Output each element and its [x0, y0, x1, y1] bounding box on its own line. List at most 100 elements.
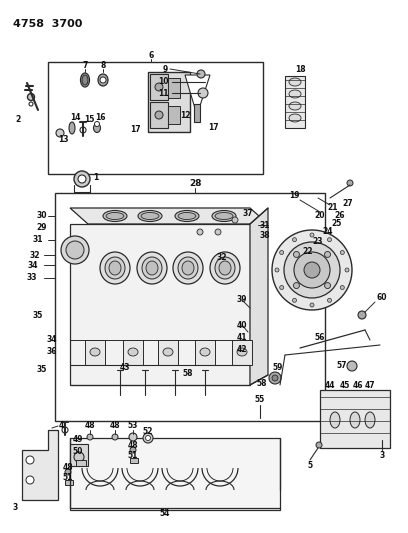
Circle shape [61, 236, 89, 264]
Circle shape [275, 268, 279, 272]
Circle shape [197, 229, 203, 235]
Circle shape [328, 298, 331, 302]
Text: 52: 52 [143, 427, 153, 437]
Circle shape [347, 180, 353, 186]
Text: 34: 34 [28, 261, 38, 270]
Circle shape [100, 77, 106, 83]
Text: 40: 40 [237, 320, 247, 329]
Text: 51: 51 [128, 451, 138, 461]
Bar [76, 460, 86, 466]
Circle shape [78, 175, 86, 183]
Ellipse shape [289, 90, 301, 98]
Ellipse shape [82, 75, 88, 85]
Ellipse shape [173, 252, 203, 284]
Text: 46: 46 [353, 382, 363, 391]
Text: 28: 28 [189, 179, 201, 188]
Circle shape [143, 433, 153, 443]
Text: 44: 44 [325, 382, 335, 391]
Circle shape [27, 93, 35, 101]
Ellipse shape [90, 348, 100, 356]
Text: 32: 32 [217, 254, 227, 262]
Ellipse shape [219, 261, 231, 275]
Circle shape [130, 447, 136, 453]
Circle shape [146, 435, 151, 440]
Circle shape [310, 303, 314, 307]
Bar [194, 104, 200, 122]
Circle shape [293, 252, 299, 257]
Text: 33: 33 [27, 273, 37, 282]
Text: 15: 15 [84, 115, 94, 124]
Bar [168, 78, 180, 98]
Text: 18: 18 [295, 66, 305, 75]
Text: 9: 9 [162, 64, 168, 74]
Text: 47: 47 [365, 382, 375, 391]
Circle shape [272, 375, 278, 381]
Text: 14: 14 [70, 112, 80, 122]
Bar [195, 340, 215, 365]
Bar [150, 102, 168, 128]
Text: 56: 56 [315, 334, 325, 343]
Bar [148, 72, 190, 132]
Circle shape [310, 233, 314, 237]
Text: 24: 24 [323, 228, 333, 237]
Circle shape [66, 241, 84, 259]
Ellipse shape [365, 412, 375, 428]
Circle shape [328, 238, 331, 241]
Circle shape [74, 452, 84, 462]
Ellipse shape [146, 261, 158, 275]
Ellipse shape [105, 257, 125, 279]
Bar [70, 438, 280, 510]
Bar [55, 193, 325, 421]
Circle shape [26, 456, 34, 464]
Text: 57: 57 [337, 361, 347, 370]
Text: 4758  3700: 4758 3700 [13, 19, 82, 29]
Text: 10: 10 [158, 77, 168, 86]
Circle shape [155, 83, 163, 91]
Polygon shape [70, 208, 268, 224]
Text: 49: 49 [73, 435, 83, 445]
Text: 60: 60 [377, 294, 387, 303]
Ellipse shape [163, 348, 173, 356]
Text: 54: 54 [160, 510, 170, 519]
Polygon shape [70, 224, 250, 385]
Ellipse shape [128, 348, 138, 356]
Circle shape [324, 252, 330, 257]
Text: 13: 13 [58, 135, 68, 144]
Circle shape [197, 70, 205, 78]
Circle shape [80, 127, 86, 133]
Ellipse shape [93, 124, 100, 133]
Ellipse shape [100, 252, 130, 284]
Ellipse shape [330, 412, 340, 428]
Text: 48: 48 [63, 463, 73, 472]
Circle shape [65, 469, 71, 475]
Circle shape [198, 88, 208, 98]
Ellipse shape [178, 257, 198, 279]
Circle shape [29, 102, 33, 106]
Bar [168, 106, 180, 124]
Text: 35: 35 [37, 366, 47, 375]
Circle shape [340, 251, 344, 254]
Text: 34: 34 [47, 335, 57, 344]
Text: 37: 37 [243, 209, 253, 219]
Bar [48, 62, 263, 174]
Circle shape [345, 268, 349, 272]
Bar [285, 76, 305, 128]
Text: 50: 50 [73, 448, 83, 456]
Text: 20: 20 [315, 211, 325, 220]
Ellipse shape [175, 211, 199, 222]
Ellipse shape [350, 412, 360, 428]
Ellipse shape [69, 122, 75, 134]
Bar [130, 458, 138, 463]
Ellipse shape [137, 252, 167, 284]
Circle shape [358, 311, 366, 319]
Circle shape [294, 252, 330, 288]
Text: 43: 43 [120, 364, 130, 373]
Ellipse shape [289, 102, 301, 110]
Text: 22: 22 [303, 247, 313, 256]
Circle shape [112, 434, 118, 440]
Text: 11: 11 [158, 88, 168, 98]
Ellipse shape [182, 261, 194, 275]
Ellipse shape [80, 73, 89, 87]
Ellipse shape [109, 261, 121, 275]
Ellipse shape [106, 213, 124, 220]
